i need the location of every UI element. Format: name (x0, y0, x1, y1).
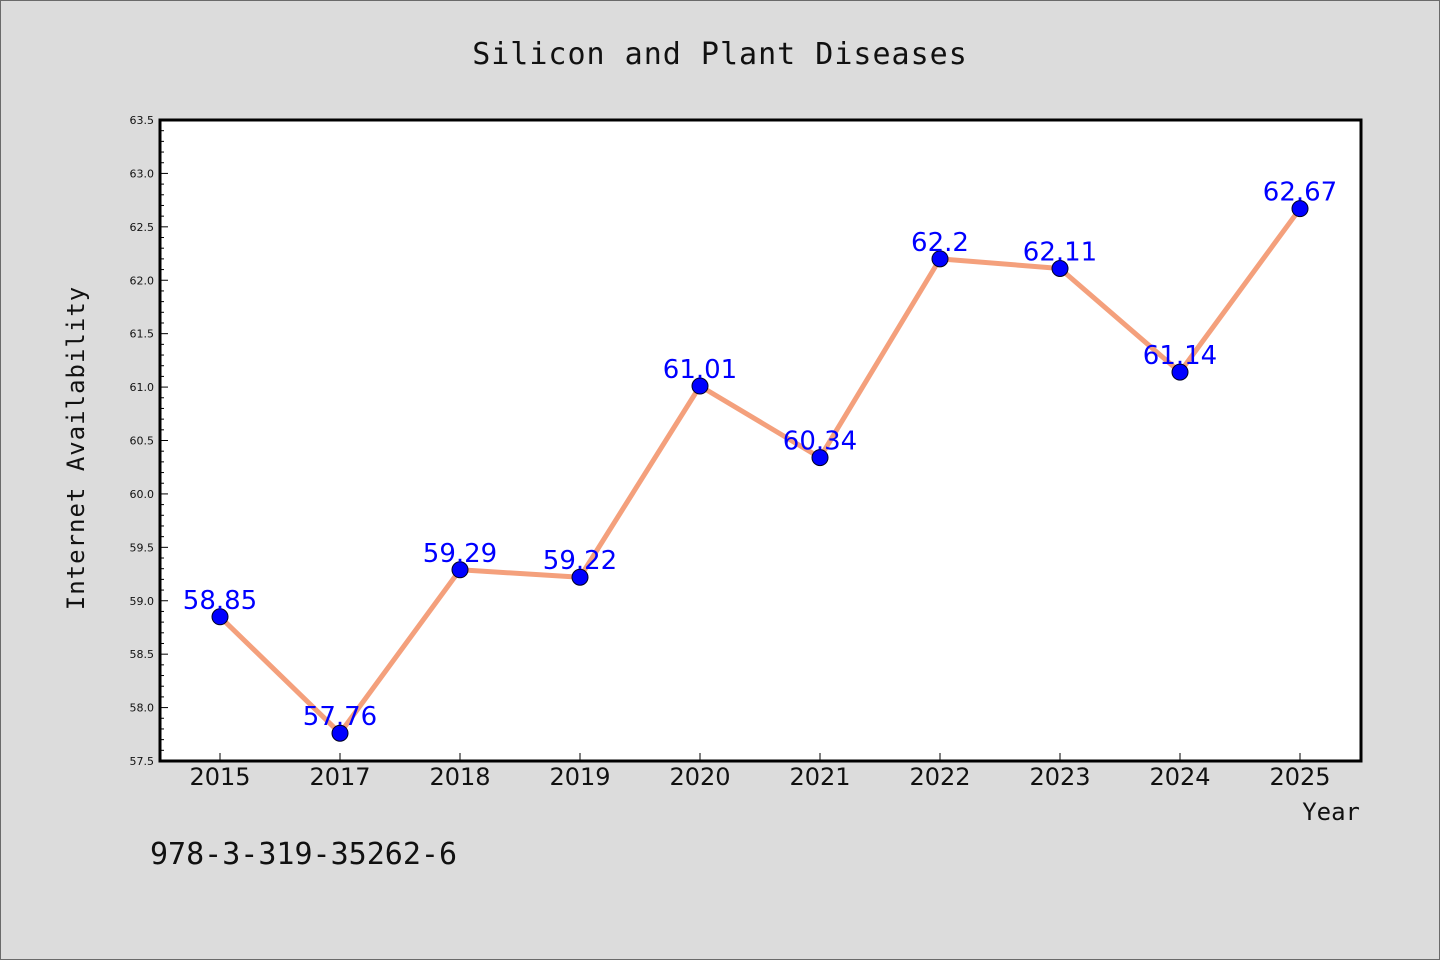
y-axis-label: Internet Availability (62, 286, 90, 610)
data-point-marker (571, 568, 589, 586)
x-tick-label: 2019 (549, 763, 610, 791)
x-tick-labels: 2015 2017 2018 2019 2020 2021 2022 2023 2024 2025 (189, 763, 1330, 791)
plot-border (158, 118, 1363, 763)
y-tick-label: 60.5 (130, 435, 155, 448)
data-label: 62.67 (1263, 178, 1337, 208)
y-tick-label: 63.5 (130, 114, 155, 127)
x-tick-label: 2015 (189, 763, 250, 791)
x-tick-label: 2025 (1269, 763, 1330, 791)
data-label: 57.76 (303, 702, 377, 732)
data-point-marker (451, 561, 469, 579)
marker-group (211, 200, 1309, 742)
data-point-marker (1291, 200, 1309, 218)
data-label-group: 58.85 57.76 59.29 59.22 61.01 60.34 62.2 62.11 6… (183, 178, 1337, 733)
data-point-marker (811, 449, 829, 467)
data-label: 61.14 (1143, 341, 1217, 371)
isbn-footer: 978-3-319-35262-6 (150, 837, 457, 872)
x-tick-label: 2017 (309, 763, 370, 791)
data-label: 59.22 (543, 546, 617, 576)
chart-title: Silicon and Plant Diseases (472, 37, 968, 72)
data-label: 61.01 (663, 355, 737, 385)
y-tick-labels: 57.5 58.0 58.5 59.0 59.5 60.0 60.5 61.0 61.5 62.0… (130, 114, 155, 768)
x-tick-label: 2024 (1149, 763, 1210, 791)
series-line (217, 206, 1303, 736)
x-tick-label: 2023 (1029, 763, 1090, 791)
data-point-marker (1051, 259, 1069, 277)
y-tick-label: 60.0 (130, 488, 155, 501)
data-label: 58.85 (183, 586, 257, 616)
data-label: 60.34 (783, 427, 857, 457)
y-tick-label: 59.5 (130, 541, 155, 554)
y-tick-label: 59.0 (130, 595, 155, 608)
y-tick-label: 58.5 (130, 648, 155, 661)
y-tick-label: 62.5 (130, 221, 155, 234)
data-label: 59.29 (423, 539, 497, 569)
data-label: 62.2 (911, 228, 969, 258)
y-tick-label: 57.5 (130, 755, 155, 768)
data-point-marker (691, 377, 709, 395)
x-tick-label: 2022 (909, 763, 970, 791)
x-axis-label: Year (1302, 798, 1360, 826)
y-tick-label: 61.0 (130, 381, 155, 394)
x-tick-label: 2020 (669, 763, 730, 791)
x-tick-label: 2021 (789, 763, 850, 791)
plot-area (160, 120, 1361, 761)
data-point-marker (331, 724, 349, 742)
data-label: 62.11 (1023, 237, 1097, 267)
data-point-marker (211, 608, 229, 626)
data-point-marker (931, 250, 949, 268)
data-point-marker (1171, 363, 1189, 381)
y-tick-label: 63.0 (130, 167, 155, 180)
y-tick-label: 58.0 (130, 702, 155, 715)
x-tick-label: 2018 (429, 763, 490, 791)
series-line-group (217, 206, 1303, 736)
y-tick-label: 61.5 (130, 328, 155, 341)
y-tick-label: 62.0 (130, 274, 155, 287)
